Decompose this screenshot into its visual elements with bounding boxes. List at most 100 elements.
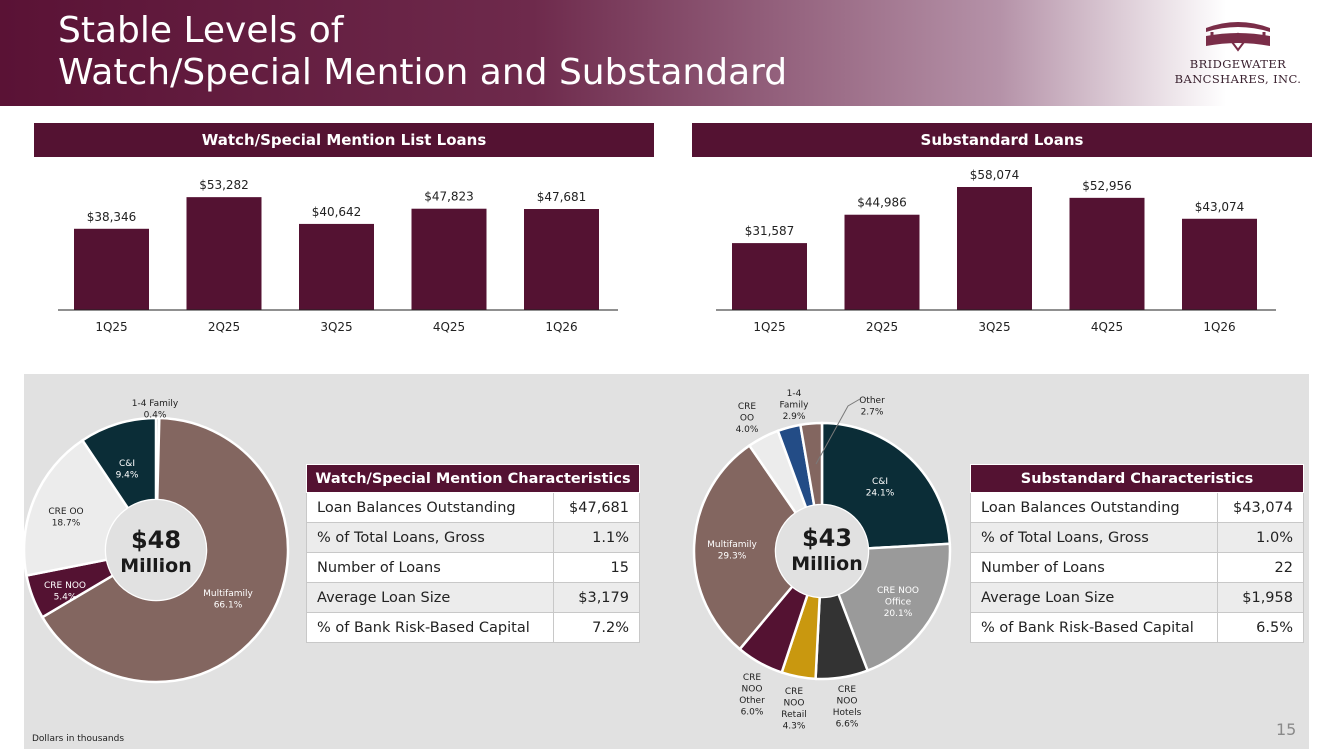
substandard-tick-label: 4Q25 [1091, 320, 1123, 334]
watch-bar-chart: $38,346 1Q25 $53,282 2Q25 $40,642 3Q25 $47,823… [34, 160, 654, 345]
substandard-slice-label-other: Other [859, 396, 885, 406]
row-value: 15 [553, 552, 640, 583]
substandard-bar-2q25 [844, 214, 920, 310]
substandard-data-label: $43,074 [1195, 200, 1245, 214]
watch-bar-2q25 [186, 197, 262, 310]
watch-pie-center-amount: $48 [130, 526, 182, 554]
substandard-data-label: $52,956 [1082, 179, 1132, 193]
substandard-slice-label-cre-noo-hotels: Hotels [833, 708, 862, 718]
page-number: 15 [1276, 720, 1297, 739]
watch-data-label: $38,346 [87, 210, 137, 224]
watch-table-title: Watch/Special Mention Characteristics [306, 464, 640, 493]
substandard-data-label: $44,986 [857, 196, 907, 210]
row-value: $43,074 [1217, 492, 1304, 523]
watch-slice-pct-cre-noo: 5.4% [54, 593, 77, 603]
substandard-slice-pct-cre-noo-retail: 4.3% [783, 722, 806, 732]
watch-data-label: $40,642 [312, 205, 362, 219]
logo-name-line1: BRIDGEWATER [1189, 57, 1287, 71]
watch-data-label: $47,823 [424, 190, 474, 204]
watch-bar-4q25 [411, 208, 487, 310]
substandard-tick-label: 1Q25 [753, 320, 785, 334]
watch-bar-3q25 [299, 223, 374, 310]
row-value: 6.5% [1217, 612, 1304, 643]
substandard-slice-label-cre-noo-other: CRE [743, 673, 762, 683]
substandard-slice-label-cre-noo-retail: CRE [785, 687, 804, 697]
table-row: Loan Balances Outstanding $43,074 [969, 492, 1304, 523]
watch-pie-chart: 1-4 Family 0.4% Multifamily 66.1% CRE NOO 5.4… [24, 399, 290, 684]
substandard-slice-label-cre-noo-other: NOO [742, 685, 763, 695]
substandard-bar-chart-svg: $31,587 1Q25 $44,986 2Q25 $58,074 3Q25 $52,956… [716, 168, 1276, 334]
substandard-data-label: $31,587 [745, 224, 795, 238]
substandard-tick-label: 1Q26 [1203, 320, 1235, 334]
row-label: % of Total Loans, Gross [969, 522, 1219, 553]
watch-pie-center-label: $48 Million [106, 526, 206, 578]
substandard-slice-pct-cre-oo: 4.0% [736, 425, 759, 435]
substandard-slice-label-cre-noo-other: Other [739, 696, 765, 706]
watch-pie-center-unit: Million [120, 555, 192, 577]
row-label: % of Bank Risk-Based Capital [969, 612, 1219, 643]
watch-tick-label: 2Q25 [208, 320, 240, 334]
substandard-slice-label-c-i: C&I [872, 477, 888, 487]
substandard-chart-title: Substandard Loans [692, 123, 1312, 157]
row-value: 7.2% [553, 612, 640, 643]
watch-characteristics-table: Watch/Special Mention Characteristics Lo… [305, 464, 640, 643]
substandard-slice-pct-c-i: 24.1% [866, 489, 895, 499]
substandard-slice-label-cre-noo-office: CRE NOO [877, 586, 919, 596]
substandard-bar-1q25 [732, 243, 807, 310]
substandard-slice-pct-multifamily: 29.3% [718, 552, 747, 562]
table-row: Average Loan Size $3,179 [305, 582, 640, 613]
substandard-data-label: $58,074 [970, 168, 1020, 182]
page-title-line2: Watch/Special Mention and Substandard [58, 52, 788, 93]
bridgewater-logo-icon [1206, 22, 1270, 52]
substandard-slice-label-cre-oo: OO [740, 414, 754, 424]
substandard-slice-label-cre-noo-hotels: CRE [838, 685, 857, 695]
row-label: Number of Loans [969, 552, 1219, 583]
substandard-other-leader-line [815, 398, 861, 465]
row-value: $3,179 [553, 582, 640, 613]
watch-slice-label-cre-noo: CRE NOO [44, 581, 86, 591]
substandard-characteristics-table: Substandard Characteristics Loan Balance… [969, 464, 1304, 643]
row-label: Number of Loans [305, 552, 555, 583]
table-row: Number of Loans 22 [969, 552, 1304, 583]
substandard-slice-pct-1-4-family: 2.9% [783, 412, 806, 422]
table-row: Average Loan Size $1,958 [969, 582, 1304, 613]
watch-bar-1q25 [74, 228, 149, 310]
page-title: Stable Levels of Watch/Special Mention a… [58, 10, 787, 94]
watch-tick-label: 3Q25 [320, 320, 352, 334]
substandard-slice-pct-cre-noo-hotels: 6.6% [836, 720, 859, 730]
substandard-pie-center-amount: $43 [801, 524, 853, 552]
substandard-slice-label-cre-noo-hotels: NOO [837, 697, 858, 707]
table-row: % of Bank Risk-Based Capital 7.2% [305, 612, 640, 643]
row-value: 1.0% [1217, 522, 1304, 553]
watch-slice-pct-cre-oo: 18.7% [52, 519, 81, 529]
substandard-tick-label: 3Q25 [978, 320, 1010, 334]
watch-slice-label-1-4-family: 1-4 Family [132, 399, 179, 409]
watch-bar-chart-svg: $38,346 1Q25 $53,282 2Q25 $40,642 3Q25 $47,823… [58, 178, 618, 334]
watch-slice-pct-c-i: 9.4% [116, 471, 139, 481]
watch-slice-pct-1-4-family: 0.4% [144, 411, 167, 421]
watch-slice-label-multifamily: Multifamily [203, 589, 253, 599]
logo-name-line2: BANCSHARES, INC. [1174, 72, 1302, 86]
row-label: % of Bank Risk-Based Capital [305, 612, 555, 643]
title-banner: Stable Levels of Watch/Special Mention a… [0, 0, 1333, 106]
substandard-slice-label-cre-noo-retail: NOO [784, 699, 805, 709]
page-title-line1: Stable Levels of [58, 10, 344, 51]
watch-slice-label-cre-oo: CRE OO [48, 507, 83, 517]
substandard-tick-label: 2Q25 [866, 320, 898, 334]
substandard-bar-3q25 [957, 187, 1032, 310]
substandard-pie-center-unit: Million [791, 553, 863, 575]
row-value: 1.1% [553, 522, 640, 553]
substandard-slice-pct-other: 2.7% [861, 408, 884, 418]
row-label: % of Total Loans, Gross [305, 522, 555, 553]
substandard-slice-pct-cre-noo-office: 20.1% [884, 609, 913, 619]
watch-tick-label: 1Q26 [545, 320, 577, 334]
table-row: Number of Loans 15 [305, 552, 640, 583]
row-value: $1,958 [1217, 582, 1304, 613]
row-value: $47,681 [553, 492, 640, 523]
watch-chart-title: Watch/Special Mention List Loans [34, 123, 654, 157]
substandard-slice-label-cre-noo-retail: Retail [781, 710, 806, 720]
substandard-slice-label-cre-noo-office: Office [885, 598, 912, 608]
watch-tick-label: 4Q25 [433, 320, 465, 334]
table-row: % of Bank Risk-Based Capital 6.5% [969, 612, 1304, 643]
substandard-slice-label-1-4-family: 1-4 [787, 389, 802, 399]
